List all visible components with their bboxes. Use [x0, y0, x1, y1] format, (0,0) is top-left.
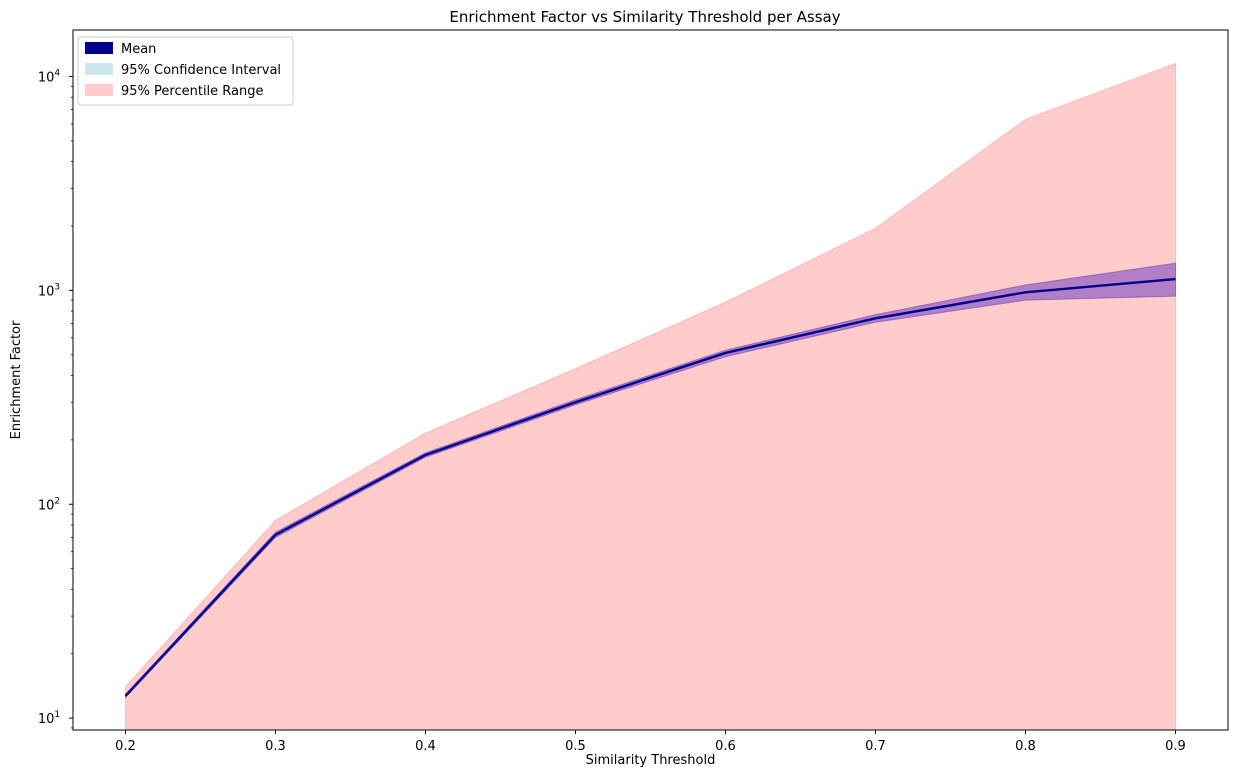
y-tick-label: 104 [38, 69, 61, 86]
legend-swatch-confidence-interval [85, 63, 113, 75]
legend-swatch-percentile-range [85, 84, 113, 96]
y-tick-label: 102 [38, 496, 60, 513]
mean-line [124, 277, 1176, 697]
x-tick-label: 0.5 [565, 739, 586, 754]
plot-frame [72, 29, 1229, 731]
y-tick-label: 103 [38, 282, 60, 299]
x-tick-label: 0.3 [265, 739, 286, 754]
axis-ticks: 0.2 0.3 0.4 0.5 0.6 0.7 0.8 0.9 101 102 103 104 [38, 69, 1186, 754]
plot-area [124, 62, 1176, 731]
y-tick-label: 101 [38, 710, 60, 727]
x-tick-label: 0.7 [865, 739, 886, 754]
legend: Mean 95% Confidence Interval 95% Percentil… [77, 36, 294, 106]
legend-label: Mean [121, 42, 156, 57]
x-axis-label: Similarity Threshold [586, 753, 716, 768]
legend-swatch-mean [85, 42, 113, 54]
x-tick-label: 0.9 [1165, 739, 1186, 754]
x-tick-label: 0.4 [415, 739, 436, 754]
confidence-interval-band [125, 262, 1176, 699]
x-tick-label: 0.6 [715, 739, 736, 754]
x-tick-label: 0.8 [1015, 739, 1036, 754]
legend-label: 95% Percentile Range [121, 84, 264, 99]
x-tick-label: 0.2 [115, 739, 136, 754]
percentile-range-band [125, 62, 1176, 731]
legend-label: 95% Confidence Interval [121, 63, 281, 78]
legend-frame [77, 36, 294, 106]
chart-title: Enrichment Factor vs Similarity Threshol… [449, 8, 840, 26]
y-axis-label: Enrichment Factor [9, 320, 24, 439]
